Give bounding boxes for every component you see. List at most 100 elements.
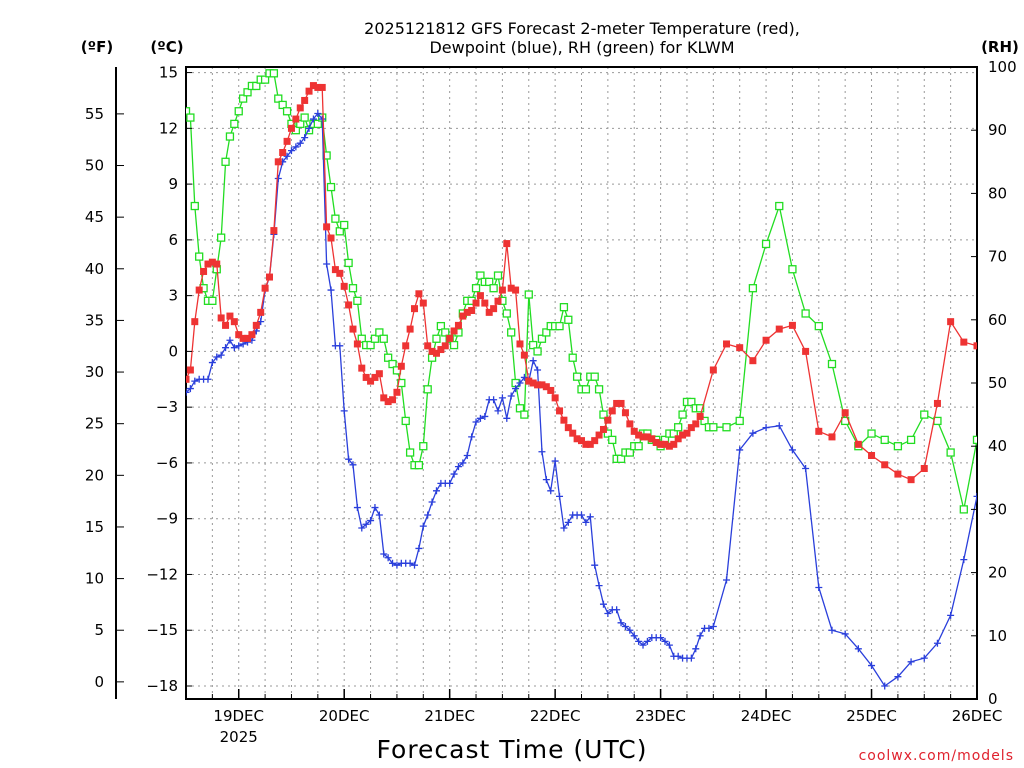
rh-point (893, 442, 903, 451)
rh-point (326, 182, 336, 192)
rh-point (761, 239, 771, 249)
fahrenheit-tick-label: 45 (85, 208, 104, 226)
dewpoint-point (661, 637, 669, 645)
temperature-point (525, 377, 533, 385)
fahrenheit-tick-label: 35 (85, 311, 104, 329)
celsius-tick-label: 15 (159, 64, 178, 82)
dewpoint-point (393, 561, 401, 569)
temperature-point (599, 425, 607, 433)
rh-point (801, 309, 810, 318)
dewpoint-point (503, 414, 511, 422)
rh-point (401, 416, 410, 426)
fahrenheit-tick-label: 15 (85, 518, 104, 536)
rh-point (709, 423, 718, 432)
dewpoint-point (349, 461, 357, 469)
temperature-point (428, 347, 436, 355)
temperature-point (529, 379, 537, 387)
temperature-point (274, 158, 282, 166)
fahrenheit-tick-label: 10 (85, 570, 104, 588)
rh-point (208, 296, 217, 305)
rh-point (405, 448, 415, 457)
temperature-point (345, 301, 353, 309)
dewpoint-point (235, 342, 243, 350)
dewpoint-point (296, 139, 304, 147)
temperature-point (204, 260, 212, 268)
temperature-point (542, 383, 550, 391)
rh-point (735, 416, 744, 426)
dewpoint-point (582, 518, 590, 526)
x-tick-label: 21DEC (424, 707, 475, 725)
rh-point (278, 100, 287, 110)
dewpoint-point (432, 487, 440, 495)
dewpoint-point (340, 407, 348, 415)
temperature-point (933, 399, 941, 407)
fahrenheit-tick-label: 55 (85, 105, 104, 123)
celsius-tick-label: −15 (146, 621, 178, 639)
dewpoint-point (578, 511, 585, 519)
rh-point (238, 94, 248, 103)
temperature-point (454, 321, 462, 329)
dewpoint-point (894, 673, 902, 681)
dewpoint-point (406, 559, 414, 567)
dewpoint-point (424, 511, 432, 519)
dewpoint-point (323, 260, 331, 268)
rh-point (678, 410, 687, 419)
dewpoint-point (230, 344, 238, 352)
temperature-point (327, 234, 335, 242)
dewpoint-point (380, 550, 388, 558)
temperature-point (248, 331, 256, 339)
rh-tick-label: 0 (988, 690, 998, 708)
rh-point (348, 284, 358, 293)
temperature-point (841, 409, 849, 417)
dewpoint-point (665, 641, 673, 649)
rh-point (269, 69, 279, 78)
temperature-point (336, 269, 344, 277)
rh-point (190, 201, 199, 211)
x-tick-label: 24DEC (741, 707, 792, 725)
dewpoint-point (494, 407, 502, 415)
temperature-point (208, 258, 216, 266)
rh-point (520, 410, 529, 419)
temperature-point (301, 96, 309, 104)
rh-tick-label: 20 (988, 564, 1007, 582)
temperature-point (643, 433, 651, 441)
rh-point (616, 454, 626, 463)
dewpoint-point (639, 641, 647, 649)
rh-point (533, 347, 542, 356)
dewpoint-point (802, 465, 810, 473)
temperature-point (450, 327, 458, 335)
dewpoint-point (591, 561, 599, 569)
x-tick-label: 23DEC (635, 707, 686, 725)
x-tick-label: 20DEC (319, 707, 370, 725)
temperature-point (239, 334, 247, 342)
rh-point (700, 416, 709, 426)
dewpoint-point (287, 147, 295, 155)
rh-tick-label: 30 (988, 500, 1007, 518)
temperature-point (762, 336, 770, 344)
temperature-point (604, 416, 612, 424)
rh-point (696, 404, 705, 413)
rh-point (502, 309, 511, 318)
dewpoint-point (736, 446, 744, 454)
rh-point (476, 271, 485, 280)
rh-point (920, 410, 929, 419)
celsius-tick-label: −9 (156, 510, 178, 528)
dewpoint-point (542, 476, 550, 484)
dewpoint-point (257, 318, 265, 326)
rh-point (775, 201, 784, 211)
rh-point (195, 252, 204, 261)
dewpoint-point (463, 451, 471, 459)
dewpoint-point (881, 682, 889, 690)
temperature-point (353, 340, 361, 348)
temperature-point (687, 424, 695, 432)
temperature-point (920, 465, 928, 473)
celsius-tick-label: 3 (168, 287, 178, 305)
fahrenheit-tick-label: 40 (85, 260, 104, 278)
temperature-point (854, 440, 862, 448)
rh-point (625, 448, 634, 457)
temperature-point (907, 476, 915, 484)
temperature-point (213, 260, 221, 268)
rh-point (555, 321, 564, 331)
rh-point (340, 220, 349, 230)
dewpoint-point (450, 470, 458, 478)
